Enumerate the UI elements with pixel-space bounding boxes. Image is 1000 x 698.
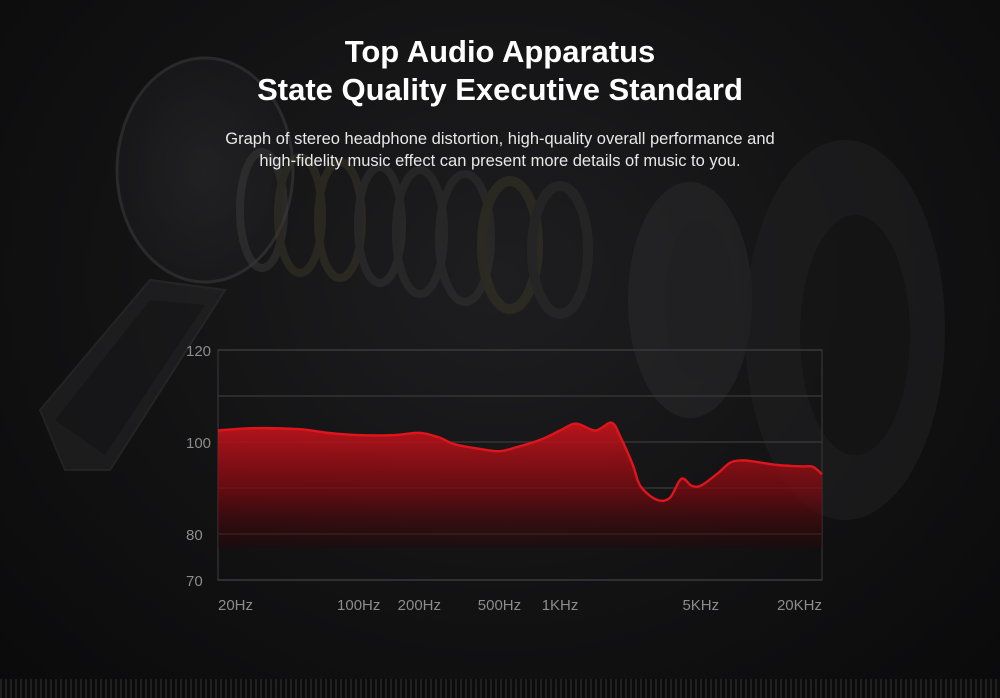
decorative-strip	[0, 679, 1000, 698]
page-title-line-1: Top Audio Apparatus	[344, 34, 656, 69]
x-tick-label: 100Hz	[337, 597, 380, 614]
response-curve-line	[217, 421, 823, 503]
description-line-1: Graph of stereo headphone distortion, hi…	[225, 130, 775, 148]
x-tick-label: 20Hz	[218, 597, 253, 614]
x-tick-label: 1KHz	[542, 597, 579, 614]
x-tick-label: 20KHz	[777, 597, 822, 614]
x-tick-label: 200Hz	[398, 597, 441, 614]
x-tick-label: 500Hz	[478, 597, 521, 614]
response-area-fill	[218, 422, 822, 548]
page-title-line-2: State Quality Executive Standard	[257, 72, 743, 107]
y-tick-label: 120	[186, 343, 211, 360]
y-tick-label: 100	[186, 435, 211, 452]
x-tick-label: 5KHz	[682, 597, 719, 614]
description-line-2: high-fidelity music effect can present m…	[259, 152, 741, 170]
y-tick-label: 80	[186, 527, 203, 544]
y-tick-label: 70	[186, 573, 203, 590]
